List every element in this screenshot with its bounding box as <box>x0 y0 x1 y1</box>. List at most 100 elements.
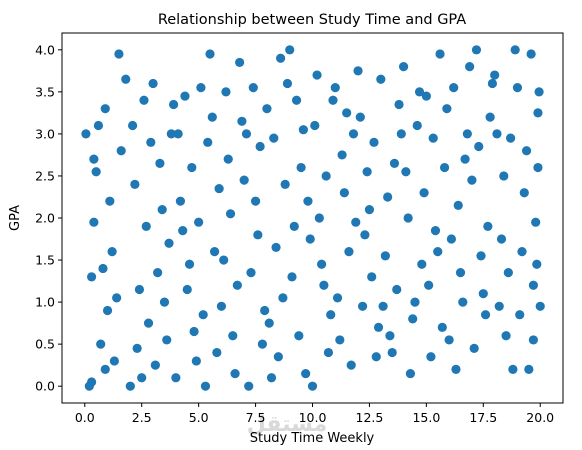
scatter-point <box>326 310 336 320</box>
y-tick-label: 3.0 <box>35 126 55 141</box>
y-tick-label: 4.0 <box>35 42 55 57</box>
scatter-point <box>364 204 375 215</box>
scatter-point <box>305 234 315 244</box>
scatter-point <box>191 356 201 366</box>
scatter-point <box>178 226 188 236</box>
scatter-point <box>355 112 365 122</box>
scatter-point <box>203 137 213 147</box>
scatter-point <box>535 301 545 311</box>
scatter-point <box>419 188 429 198</box>
scatter-point <box>287 272 297 282</box>
scatter-point <box>225 209 236 219</box>
scatter-point <box>253 230 263 240</box>
scatter-point <box>112 293 122 303</box>
y-tick-label: 1.0 <box>35 295 55 310</box>
scatter-point <box>348 129 359 139</box>
scatter-point <box>342 108 352 118</box>
scatter-point <box>214 183 224 194</box>
scatter-point <box>426 352 436 362</box>
scatter-point <box>506 133 516 143</box>
scatter-point <box>403 213 413 223</box>
scatter-point <box>219 255 229 265</box>
scatter-point <box>171 373 181 383</box>
scatter-point <box>216 301 227 311</box>
scatter-point <box>280 179 290 189</box>
scatter-point <box>132 343 142 353</box>
scatter-point <box>232 280 242 290</box>
scatter-point <box>389 158 400 168</box>
scatter-point <box>223 154 233 164</box>
scatter-point <box>84 381 94 391</box>
scatter-point <box>266 373 277 383</box>
scatter-point <box>453 200 463 210</box>
scatter-point <box>510 45 520 55</box>
scatter-point <box>494 301 504 311</box>
x-tick-label: 0.0 <box>75 410 95 425</box>
x-tick-label: 20.0 <box>526 410 554 425</box>
scatter-point <box>314 213 324 223</box>
scatter-point <box>162 335 172 345</box>
scatter-point <box>439 162 450 173</box>
scatter-point <box>451 364 461 374</box>
scatter-point <box>490 70 500 80</box>
scatter-point <box>114 49 124 59</box>
scatter-point <box>246 268 256 278</box>
scatter-point <box>532 259 542 269</box>
scatter-point <box>501 331 511 341</box>
scatter-point <box>328 95 338 105</box>
scatter-point <box>496 234 507 244</box>
scatter-point <box>150 360 160 370</box>
scatter-point <box>446 234 457 244</box>
scatter-point <box>276 53 286 63</box>
scatter-point <box>478 289 488 299</box>
scatter-point <box>392 284 402 295</box>
scatter-point <box>194 217 204 227</box>
scatter-point <box>323 347 334 358</box>
scatter-point <box>371 352 381 362</box>
scatter-point <box>480 310 491 320</box>
y-axis-label: GPA <box>8 205 23 231</box>
scatter-point <box>380 251 390 261</box>
scatter-point <box>383 192 393 202</box>
scatter-point <box>100 364 110 374</box>
scatter-point <box>317 259 327 269</box>
scatter-point <box>303 196 313 206</box>
scatter-point <box>260 305 270 316</box>
scatter-point <box>235 57 245 68</box>
scatter-point <box>241 129 252 139</box>
scatter-point <box>121 74 131 84</box>
scatter-point <box>319 280 329 290</box>
scatter-point <box>301 368 311 379</box>
scatter-point <box>81 129 91 139</box>
scatter-point <box>307 381 318 391</box>
scatter-point <box>196 83 206 93</box>
scatter-point <box>105 196 115 206</box>
scatter-point <box>310 120 320 131</box>
scatter-point <box>412 120 422 131</box>
scatter-point <box>424 280 434 290</box>
scatter-point <box>291 95 302 105</box>
scatter-point <box>244 381 254 391</box>
scatter-point <box>449 83 459 93</box>
scatter-point <box>373 322 384 332</box>
scatter-point <box>414 87 425 97</box>
scatter-point <box>378 301 388 311</box>
scatter-point <box>339 188 349 198</box>
scatter-point <box>469 343 479 353</box>
scatter-point <box>410 297 420 307</box>
scatter-point <box>465 62 475 72</box>
scatter-point <box>250 196 261 206</box>
scatter-point <box>531 217 541 227</box>
scatter-point <box>396 129 406 139</box>
scatter-point <box>474 141 484 152</box>
scatter-point <box>528 335 539 345</box>
scatter-point <box>125 381 135 391</box>
scatter-point <box>421 91 431 101</box>
scatter-point <box>153 268 163 278</box>
scatter-point <box>330 83 340 93</box>
scatter-point <box>155 158 165 168</box>
scatter-point <box>435 49 445 59</box>
scatter-point <box>346 360 356 370</box>
scatter-point <box>166 129 176 139</box>
